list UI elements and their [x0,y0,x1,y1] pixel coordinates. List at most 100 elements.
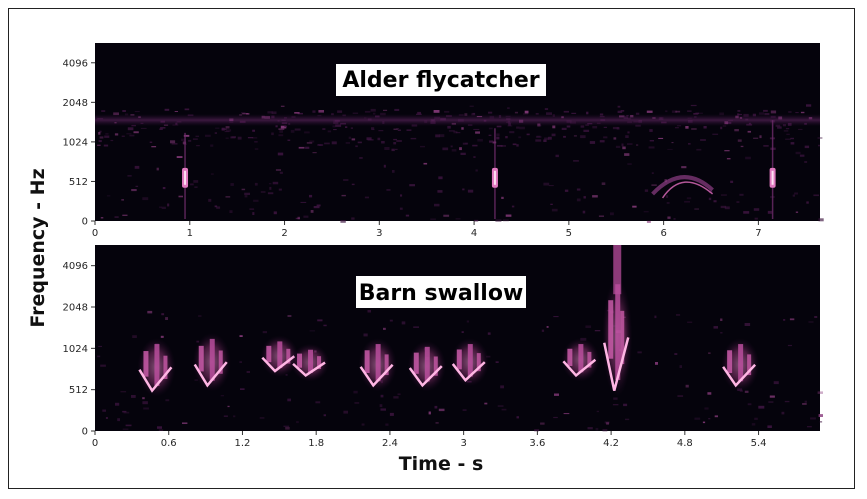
noise-speckle [667,216,671,219]
noise-speckle [318,144,324,146]
noise-speckle [170,140,176,144]
x-axis-title: Time - s [399,453,484,475]
noise-speckle [474,219,479,222]
x-tick-label: 5.4 [751,438,767,449]
call-core [184,170,187,185]
noise-speckle [125,424,132,427]
panel-title-text-bottom: Barn swallow [359,281,524,306]
noise-speckle [703,126,707,129]
noise-speckle [353,390,358,394]
noise-speckle [129,134,135,137]
noise-speckle [769,395,775,398]
noise-speckle [165,399,170,402]
noise-speckle [637,351,642,354]
noise-speckle [220,395,224,397]
noise-speckle [117,418,120,422]
noise-speckle [438,408,445,412]
noise-speckle [348,136,352,139]
noise-speckle [627,163,632,165]
noise-speckle [242,113,249,115]
noise-speckle [747,130,751,133]
noise-speckle [318,144,323,146]
noise-speckle [744,323,751,326]
noise-speckle [122,214,128,216]
noise-speckle [435,134,440,138]
noise-speckle [396,140,402,142]
noise-speckle [210,144,214,147]
x-tick-label: 6 [660,228,666,239]
noise-speckle [613,137,617,140]
noise-speckle [563,110,569,113]
noise-speckle [536,135,541,138]
noise-speckle [622,146,626,150]
noise-speckle [787,344,792,347]
noise-speckle [734,129,739,132]
noise-speckle [713,326,718,329]
call-core [493,170,496,185]
noise-speckle [488,111,493,114]
noise-speckle [290,129,295,133]
noise-speckle [495,219,502,222]
noise-speckle [671,110,677,113]
noise-speckle [229,210,233,213]
noise-speckle [227,405,230,408]
noise-speckle [818,218,824,222]
x-tick-label: 0 [92,228,98,239]
noise-speckle [658,137,664,139]
x-tick-label: 0.6 [161,438,177,449]
noise-speckle [497,405,504,407]
noise-speckle [323,324,327,327]
call-event [291,343,330,382]
noise-speckle [795,151,801,155]
noise-speckle [300,201,307,203]
noise-speckle [740,145,744,148]
noise-speckle [267,192,274,195]
noise-speckle [262,331,267,334]
noise-speckle [475,169,478,172]
call-sweep [408,365,443,388]
noise-speckle [737,139,742,142]
noise-speckle [384,147,390,150]
noise-speckle [372,112,376,115]
noise-speckle [351,138,356,141]
noise-speckle [174,111,178,112]
noise-layer-bottom [97,309,823,432]
noise-speckle [770,110,777,114]
noise-speckle [720,126,723,130]
y-tick-label: 512 [69,385,88,396]
noise-speckle [142,401,148,405]
noise-speckle [106,195,111,197]
noise-speckle [385,423,389,426]
call-sweep [261,355,296,373]
noise-speckle [315,401,321,404]
noise-speckle [690,104,697,107]
y-axis-ticks-bottom: 0 512 1024 2048 4096 [63,261,95,438]
noise-speckle [649,129,653,132]
noise-speckle [450,145,453,148]
call-note [143,351,149,377]
noise-speckle [159,206,162,209]
noise-speckle [713,200,717,203]
noise-speckle [720,318,723,321]
call-event [721,338,760,392]
noise-speckle [576,188,581,191]
noise-speckle [603,126,607,128]
noise-speckle [472,112,476,115]
noise-speckle [214,205,218,208]
noise-speckle [451,149,457,152]
noise-speckle [134,165,140,169]
x-axis-ticks-bottom: 0 0.6 1.2 1.8 2.4 3 3.6 4.2 4.8 5.4 [92,431,767,449]
call-note [218,350,223,374]
noise-speckle [773,381,779,385]
noise-speckle [298,146,305,149]
noise-speckle [438,176,443,180]
call-note [620,310,625,365]
x-tick-label: 4.8 [677,438,693,449]
noise-speckle [284,125,287,128]
x-tick-label: 4.2 [603,438,619,449]
call-sweep-inner [661,181,714,199]
noise-speckle [135,185,139,187]
noise-speckle [516,416,519,419]
noise-speckle [225,137,229,139]
noise-speckle [455,132,461,134]
